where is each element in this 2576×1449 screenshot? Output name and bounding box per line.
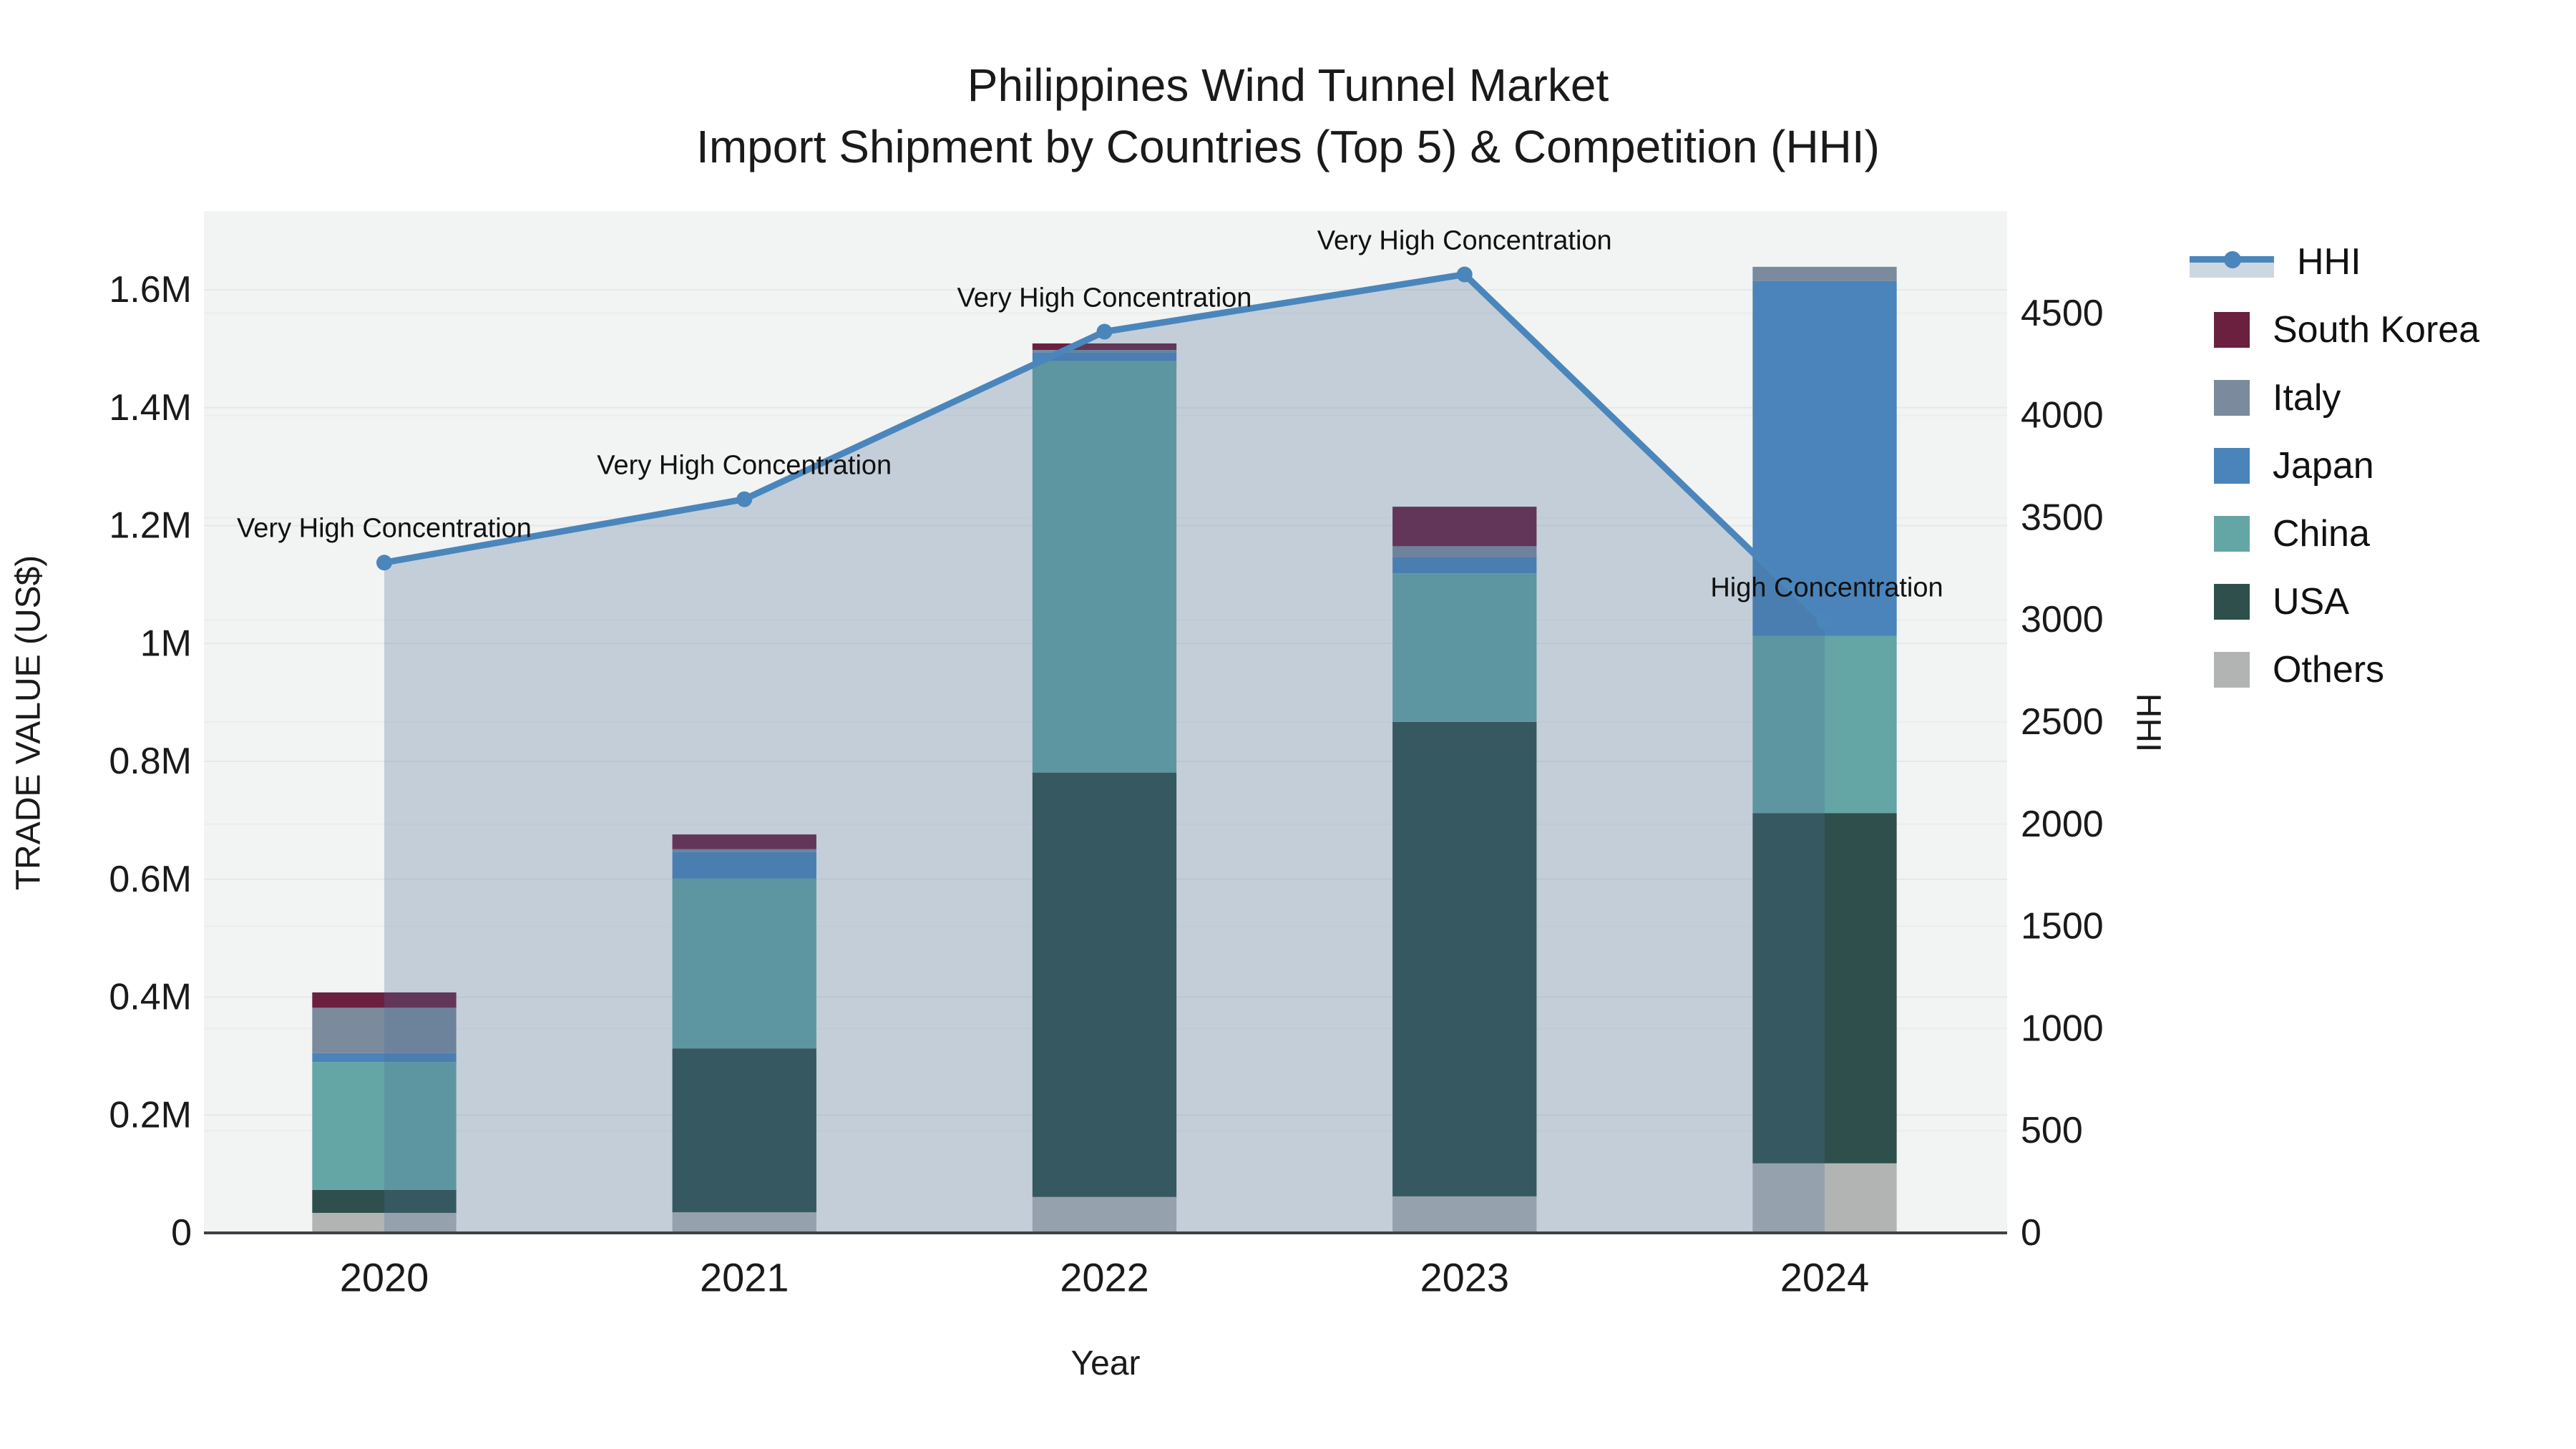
y-right-tick-label: 3000 [2021, 599, 2104, 640]
legend-item-hhi[interactable]: HHI [2190, 228, 2479, 296]
legend-item-italy[interactable]: Italy [2190, 364, 2479, 431]
bar-segment-usa-2021[interactable] [672, 1048, 816, 1213]
legend-label: China [2273, 512, 2370, 555]
bar-segment-china-2023[interactable] [1392, 573, 1537, 722]
chart-title-line-1: Philippines Wind Tunnel Market [967, 59, 1609, 111]
hhi-marker-2021[interactable] [736, 491, 753, 507]
china-swatch-icon [2214, 515, 2250, 552]
y-left-tick-label: 1M [140, 623, 192, 664]
annotation-2024: High Concentration [1710, 572, 1943, 603]
bar-segment-south-korea-2021[interactable] [672, 834, 816, 849]
bar-segment-china-2022[interactable] [1032, 361, 1177, 773]
bar-segment-italy-2020[interactable] [312, 1008, 457, 1053]
x-tick-label: 2024 [1780, 1255, 1870, 1300]
legend-item-china[interactable]: China [2190, 499, 2479, 567]
x-tick-label: 2020 [340, 1255, 429, 1300]
y-left-tick-label: 0.4M [109, 977, 192, 1018]
bar-segment-south-korea-2023[interactable] [1392, 507, 1537, 547]
bar-segment-usa-2023[interactable] [1392, 721, 1537, 1196]
y-right-tick-label: 1500 [2021, 906, 2104, 947]
hhi-marker-2020[interactable] [376, 555, 392, 571]
legend-item-japan[interactable]: Japan [2190, 431, 2479, 499]
y-left-tick-label: 1.6M [109, 269, 192, 311]
japan-swatch-icon [2214, 447, 2250, 484]
bar-segment-italy-2022[interactable] [1032, 350, 1177, 353]
y-left-tick-label: 0.2M [109, 1094, 192, 1136]
bar-segment-japan-2022[interactable] [1032, 352, 1177, 361]
bar-segment-south-korea-2020[interactable] [312, 992, 457, 1008]
hhi-area-fill [384, 274, 1825, 1233]
bar-segment-italy-2023[interactable] [1392, 546, 1537, 557]
usa-swatch-icon [2214, 583, 2250, 620]
y-right-tick-label: 500 [2021, 1110, 2083, 1151]
y-right-tick-label: 0 [2021, 1212, 2041, 1254]
bar-segment-china-2024[interactable] [1752, 635, 1897, 814]
south-korea-swatch-icon [2214, 311, 2250, 348]
x-tick-label: 2022 [1060, 1255, 1149, 1300]
others-swatch-icon [2214, 651, 2250, 688]
legend-label: South Korea [2273, 308, 2480, 351]
bar-segment-japan-2023[interactable] [1392, 557, 1537, 574]
italy-swatch-icon [2214, 379, 2250, 416]
chart-title-line-2: Import Shipment by Countries (Top 5) & C… [696, 121, 1880, 172]
bar-segment-japan-2020[interactable] [312, 1053, 457, 1063]
legend: HHI South Korea Italy Japan China USA Ot… [2190, 228, 2479, 703]
legend-label: Japan [2273, 444, 2374, 487]
hhi-marker-2024[interactable] [1817, 614, 1833, 630]
legend-label: Others [2273, 648, 2385, 691]
legend-item-usa[interactable]: USA [2190, 567, 2479, 635]
y-left-tick-label: 0.6M [109, 859, 192, 900]
annotation-2022: Very High Concentration [957, 283, 1252, 313]
annotation-2021: Very High Concentration [597, 450, 892, 481]
y-left-tick-label: 1.4M [109, 387, 192, 429]
y-right-tick-label: 4500 [2021, 293, 2104, 334]
y-left-tick-label: 1.2M [109, 505, 192, 547]
bar-segment-others-2023[interactable] [1392, 1196, 1537, 1233]
y-right-tick-label: 2500 [2021, 701, 2104, 743]
y-right-tick-label: 2000 [2021, 804, 2104, 845]
hhi-marker-2022[interactable] [1096, 323, 1113, 340]
y-right-axis-title: HHI [2129, 693, 2167, 753]
bar-segment-others-2021[interactable] [672, 1212, 816, 1233]
legend-item-south-korea[interactable]: South Korea [2190, 296, 2479, 364]
legend-label: HHI [2297, 240, 2361, 283]
y-left-tick-label: 0.8M [109, 741, 192, 782]
x-axis-title: Year [1070, 1345, 1141, 1382]
hhi-marker-2023[interactable] [1456, 266, 1473, 283]
bar-segment-usa-2020[interactable] [312, 1189, 457, 1213]
legend-item-others[interactable]: Others [2190, 635, 2479, 703]
bar-segment-japan-2021[interactable] [672, 852, 816, 879]
hhi-line-swatch-icon [2190, 243, 2274, 280]
bar-segment-china-2020[interactable] [312, 1062, 457, 1190]
x-tick-label: 2021 [700, 1255, 789, 1300]
y-right-tick-label: 1000 [2021, 1008, 2104, 1049]
bar-segment-usa-2024[interactable] [1752, 813, 1897, 1163]
bar-segment-italy-2024[interactable] [1752, 266, 1897, 281]
y-right-tick-label: 3500 [2021, 497, 2104, 538]
bar-segment-china-2021[interactable] [672, 878, 816, 1049]
y-left-axis-title: TRADE VALUE (US$) [9, 555, 48, 891]
bar-segment-others-2022[interactable] [1032, 1196, 1177, 1233]
bar-segment-others-2024[interactable] [1752, 1163, 1897, 1233]
x-tick-label: 2023 [1420, 1255, 1509, 1300]
bar-segment-usa-2022[interactable] [1032, 772, 1177, 1197]
y-left-tick-label: 0 [171, 1212, 192, 1254]
y-right-tick-label: 4000 [2021, 395, 2104, 436]
bar-segment-italy-2021[interactable] [672, 849, 816, 852]
annotation-2023: Very High Concentration [1317, 225, 1612, 256]
legend-label: Italy [2273, 376, 2341, 419]
legend-label: USA [2273, 580, 2349, 623]
bar-segment-others-2020[interactable] [312, 1212, 457, 1233]
bar-segment-south-korea-2022[interactable] [1032, 343, 1177, 351]
annotation-2020: Very High Concentration [237, 513, 532, 544]
